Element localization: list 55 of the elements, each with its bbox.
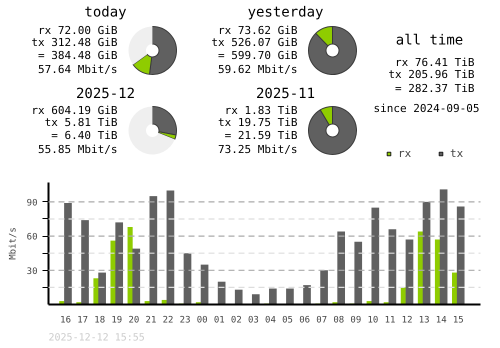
text: = 384.48 GiB	[38, 49, 118, 62]
legend-label: rx	[398, 147, 412, 160]
x-tick-label: 07	[316, 316, 328, 326]
text: = 282.37 TiB	[395, 82, 475, 95]
x-tick-label: 23	[180, 316, 191, 326]
text: tx 312.48 GiB	[31, 36, 118, 49]
chart-title: 2025-12	[76, 86, 136, 102]
x-tick-label: 10	[368, 316, 378, 326]
x-tick-label: 00	[196, 316, 208, 326]
text: = 21.59 TiB	[224, 129, 298, 142]
chart-title: today	[84, 4, 127, 20]
x-tick-label: 13	[418, 316, 430, 326]
x-tick-label: 19	[111, 316, 122, 326]
x-tick-label: 06	[299, 316, 310, 326]
text: rx 1.83 TiB	[224, 104, 298, 117]
text: rx 73.62 GiB	[218, 24, 298, 37]
legend-label: tx	[450, 147, 464, 160]
x-tick-label: 02	[230, 316, 242, 326]
text: rx 604.19 GiB	[31, 104, 118, 117]
x-tick-label: 03	[248, 316, 259, 326]
chart-title: 2025-11	[256, 86, 316, 102]
x-tick-label: 05	[282, 316, 293, 326]
x-tick-label: 18	[94, 316, 106, 326]
text: = 599.70 GiB	[218, 49, 298, 62]
text: tx 19.75 TiB	[218, 116, 298, 129]
y-tick-label: 60	[26, 232, 38, 243]
y-tick-label: 30	[26, 266, 38, 277]
text: 59.62 Mbit/s	[218, 63, 298, 76]
x-tick-label: 08	[333, 316, 344, 326]
x-tick-label: 14	[436, 316, 447, 326]
x-tick-label: 01	[214, 316, 225, 326]
x-tick-label: 16	[60, 316, 71, 326]
x-tick-label: 21	[146, 316, 156, 326]
y-axis-title: Mbit/s	[8, 227, 19, 260]
x-tick-label: 20	[128, 316, 140, 326]
text: 55.85 Mbit/s	[38, 143, 118, 156]
x-tick-label: 17	[77, 316, 88, 326]
text: since 2024-09-05	[374, 102, 480, 115]
text: tx 205.96 TiB	[388, 68, 475, 81]
text: tx 5.81 TiB	[44, 116, 118, 129]
text: tx 526.07 GiB	[211, 36, 298, 49]
text: 73.25 Mbit/s	[218, 143, 298, 156]
text: = 6.40 TiB	[51, 129, 118, 142]
text: all time	[396, 32, 464, 48]
x-tick-label: 09	[350, 316, 362, 326]
x-tick-label: 22	[162, 316, 174, 326]
text: rx 76.41 TiB	[395, 56, 475, 69]
text: rx 72.00 GiB	[38, 24, 118, 37]
chart-title: yesterday	[248, 4, 324, 20]
x-tick-label: 15	[452, 316, 464, 326]
text: 57.64 Mbit/s	[38, 63, 118, 76]
x-tick-label: 12	[402, 316, 412, 326]
x-tick-label: 11	[384, 316, 396, 326]
y-tick-label: 90	[26, 198, 38, 208]
x-tick-label: 04	[265, 316, 276, 326]
